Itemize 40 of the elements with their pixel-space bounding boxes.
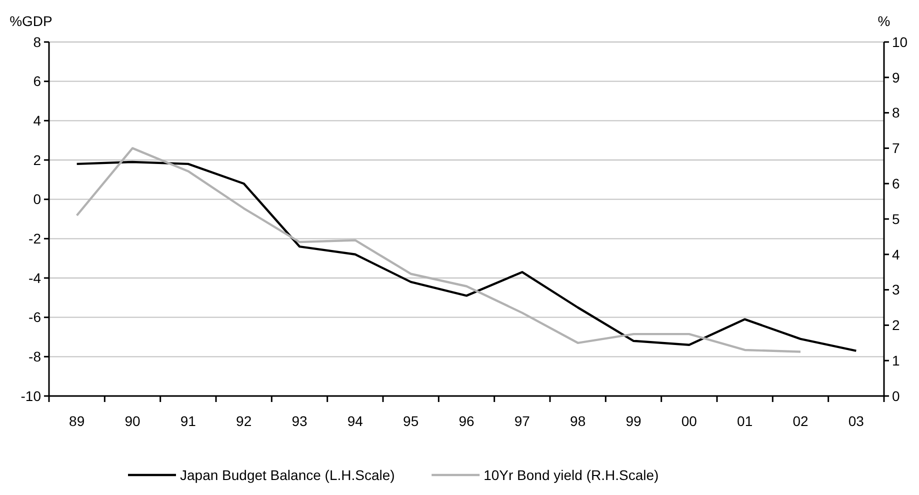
y-tick-label: 6 — [33, 73, 42, 90]
x-tick-label: 99 — [626, 413, 642, 429]
y2-tick-label: 7 — [892, 140, 900, 156]
y-axis-title: %GDP — [10, 13, 52, 29]
y-tick-label: 0 — [33, 191, 42, 208]
y-tick-label: 8 — [33, 34, 42, 50]
y-tick-label: -8 — [28, 348, 42, 365]
x-tick-label: 93 — [292, 413, 308, 429]
y2-tick-label: 4 — [892, 246, 900, 262]
x-tick-label: 00 — [681, 413, 698, 429]
x-tick-label: 02 — [792, 413, 808, 429]
legend-label: 10Yr Bond yield (R.H.Scale) — [484, 466, 659, 483]
x-tick-label: 97 — [514, 413, 530, 429]
y2-axis-title: % — [878, 13, 890, 29]
legend-label: Japan Budget Balance (L.H.Scale) — [180, 466, 395, 483]
y2-tick-label: 1 — [892, 352, 900, 368]
x-tick-label: 89 — [69, 413, 85, 429]
y-tick-label: -10 — [20, 388, 42, 404]
x-tick-label: 91 — [180, 413, 196, 429]
y2-tick-label: 3 — [892, 282, 900, 298]
y2-tick-label: 0 — [892, 388, 900, 404]
x-tick-label: 98 — [570, 413, 586, 429]
y2-tick-label: 6 — [892, 176, 900, 192]
x-tick-label: 03 — [848, 413, 864, 429]
y2-tick-label: 2 — [892, 317, 900, 334]
y-tick-label: 4 — [33, 112, 42, 129]
y2-tick-label: 8 — [892, 104, 900, 121]
x-tick-label: 94 — [347, 413, 364, 429]
y-tick-label: -2 — [28, 230, 42, 247]
x-tick-label: 92 — [236, 413, 252, 429]
y2-tick-label: 5 — [892, 210, 900, 227]
y-tick-label: 2 — [33, 152, 42, 168]
y2-tick-label: 9 — [892, 69, 900, 86]
x-tick-label: 01 — [737, 413, 753, 429]
x-tick-label: 90 — [124, 413, 140, 429]
x-tick-label: 95 — [403, 413, 419, 429]
y-tick-label: -6 — [28, 309, 42, 326]
y2-tick-label: 10 — [892, 34, 908, 50]
x-tick-label: 96 — [458, 413, 474, 429]
y-tick-label: -4 — [28, 270, 42, 286]
